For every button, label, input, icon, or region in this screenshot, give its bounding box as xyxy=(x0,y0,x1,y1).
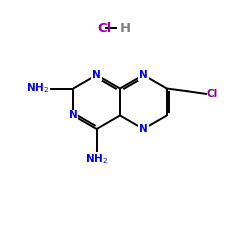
Text: Cl: Cl xyxy=(207,89,218,99)
Text: NH$_2$: NH$_2$ xyxy=(85,152,108,166)
Text: N: N xyxy=(69,110,78,120)
Text: N: N xyxy=(139,70,148,80)
Text: N: N xyxy=(139,124,148,134)
Text: Cl: Cl xyxy=(97,22,111,35)
Text: H: H xyxy=(120,22,131,35)
Text: NH$_2$: NH$_2$ xyxy=(26,82,49,96)
Text: N: N xyxy=(92,70,101,80)
